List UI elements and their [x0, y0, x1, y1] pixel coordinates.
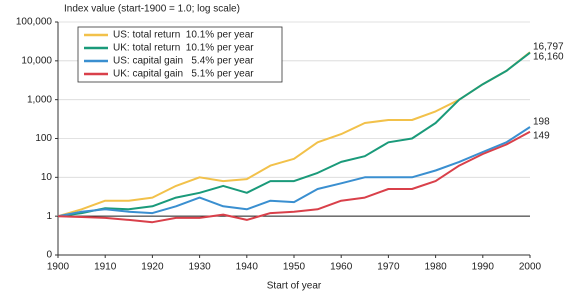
x-tick-label: 1930: [188, 262, 211, 273]
x-tick-label: 1970: [377, 262, 400, 273]
y-tick-label: 100,000: [16, 17, 53, 28]
y-tick-label: 100: [35, 133, 52, 144]
x-tick-label: 1940: [236, 262, 259, 273]
end-label: 149: [533, 130, 550, 141]
y-tick-label: 10: [41, 172, 53, 183]
x-tick-label: 2000: [519, 262, 542, 273]
x-tick-label: 1900: [47, 262, 70, 273]
x-tick-label: 1990: [472, 262, 495, 273]
chart-title: Index value (start-1900 = 1.0; log scale…: [64, 4, 240, 15]
x-tick-label: 1950: [283, 262, 306, 273]
legend-label: US: total return 10.1% per year: [113, 30, 254, 41]
series-line: [57, 126, 531, 218]
series-line: [57, 51, 531, 218]
x-tick-label: 1980: [424, 262, 447, 273]
legend-label: US: capital gain 5.4% per year: [113, 56, 254, 67]
x-tick-label: 1910: [94, 262, 117, 273]
x-tick-label: 1920: [141, 262, 164, 273]
series-line: [57, 51, 531, 218]
legend-label: UK: capital gain 5.1% per year: [113, 69, 254, 80]
legend-box: [77, 26, 283, 83]
y-tick-label: 1: [46, 211, 52, 222]
end-label: 16,160: [533, 51, 564, 62]
y-tick-label: 1,000: [27, 94, 52, 105]
series-line: [57, 130, 531, 224]
y-tick-label: 10,000: [21, 55, 52, 66]
end-label: 198: [533, 117, 550, 128]
x-tick-label: 1960: [330, 262, 353, 273]
x-axis-label: Start of year: [267, 281, 322, 292]
end-label: 16,797: [533, 42, 564, 53]
legend-label: UK: total return 10.1% per year: [113, 43, 254, 54]
y-tick-label: 0: [46, 250, 52, 261]
